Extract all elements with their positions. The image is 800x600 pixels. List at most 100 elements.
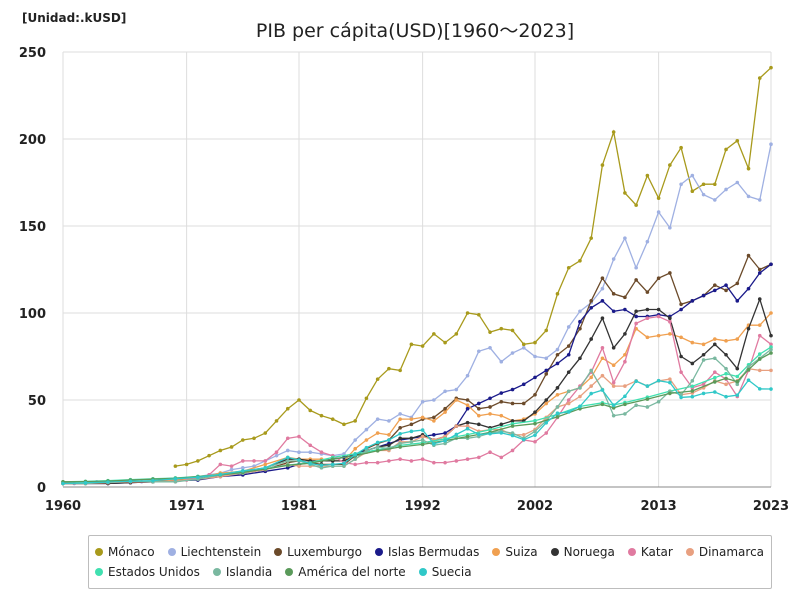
data-point (735, 299, 740, 303)
data-point (454, 432, 459, 437)
data-point (611, 292, 616, 296)
data-point (488, 427, 492, 432)
series-line (63, 263, 772, 485)
data-point (769, 387, 773, 391)
data-point (387, 366, 391, 371)
data-point (757, 357, 762, 361)
data-point (241, 469, 245, 473)
data-point (578, 404, 582, 409)
legend-marker (274, 548, 283, 556)
data-point (566, 410, 571, 414)
legend-label: Mónaco (108, 545, 155, 559)
data-point (600, 286, 605, 291)
data-point (701, 293, 706, 298)
unit-label: [Unidad:.kUSD] (22, 11, 126, 25)
data-point (600, 163, 605, 167)
data-point (432, 398, 436, 402)
data-point (555, 386, 560, 390)
data-point (274, 453, 279, 458)
data-point (398, 436, 402, 441)
data-point (555, 352, 560, 357)
data-point (611, 384, 616, 388)
data-point (690, 389, 695, 393)
data-point (297, 434, 301, 439)
data-point (623, 191, 627, 195)
data-point (757, 333, 762, 338)
data-point (690, 189, 695, 193)
data-point (578, 356, 582, 361)
data-point (510, 387, 515, 392)
data-point (432, 433, 436, 437)
data-point (398, 441, 402, 446)
data-point (611, 380, 616, 385)
data-point (443, 438, 447, 443)
data-point (713, 390, 717, 394)
data-point (252, 436, 256, 441)
data-point (623, 307, 627, 312)
legend-label: Luxemburgo (287, 545, 362, 559)
data-point (634, 314, 638, 319)
legend-item-suecia: Suecia (418, 565, 472, 579)
data-point (555, 392, 560, 397)
data-point (769, 65, 773, 70)
data-point (566, 352, 571, 357)
data-point (656, 210, 661, 214)
data-point (128, 479, 133, 484)
legend-marker (285, 568, 294, 576)
data-point (544, 328, 549, 333)
data-point (510, 328, 515, 333)
data-point (533, 433, 537, 437)
data-point (769, 347, 773, 352)
legend-row: Estados Unidos Islandia América del norte S… (95, 562, 485, 582)
data-point (151, 478, 155, 483)
data-point (623, 295, 627, 300)
data-point (499, 413, 504, 418)
data-point (353, 419, 357, 423)
data-point (679, 307, 683, 312)
data-point (533, 421, 537, 426)
data-point (375, 440, 380, 445)
data-point (769, 351, 773, 355)
data-point (668, 163, 672, 167)
series-line (63, 368, 771, 485)
series-line (175, 315, 772, 483)
data-point (465, 426, 470, 431)
data-point (757, 198, 762, 202)
data-point (746, 194, 751, 199)
x-tick-label: 1981 (281, 499, 317, 514)
data-point (679, 354, 683, 359)
series-line (175, 67, 772, 467)
data-point (241, 459, 245, 463)
legend-item-monaco: Mónaco (95, 545, 155, 559)
data-point (645, 307, 650, 312)
data-point (61, 481, 65, 486)
data-point (229, 464, 234, 468)
data-point (173, 479, 178, 484)
data-point (713, 356, 717, 361)
data-point (623, 332, 627, 336)
data-point (555, 347, 560, 352)
data-point (510, 433, 515, 438)
data-point (488, 450, 492, 455)
data-point (533, 354, 537, 359)
series-line (62, 352, 772, 483)
data-point (623, 412, 627, 416)
data-point (746, 286, 751, 291)
data-point (611, 403, 616, 408)
data-point (285, 448, 290, 453)
data-point (600, 402, 605, 407)
y-tick-label: 100 (19, 307, 46, 322)
series-monaco (173, 65, 773, 468)
data-point (690, 340, 695, 345)
data-point (589, 236, 593, 240)
data-point (488, 346, 492, 350)
data-point (533, 410, 537, 414)
y-tick-label: 0 (37, 481, 46, 496)
data-point (645, 290, 650, 294)
legend-label: Noruega (563, 545, 615, 559)
data-point (420, 442, 425, 447)
data-point (364, 438, 369, 442)
data-point (387, 419, 391, 423)
data-point (668, 225, 672, 230)
